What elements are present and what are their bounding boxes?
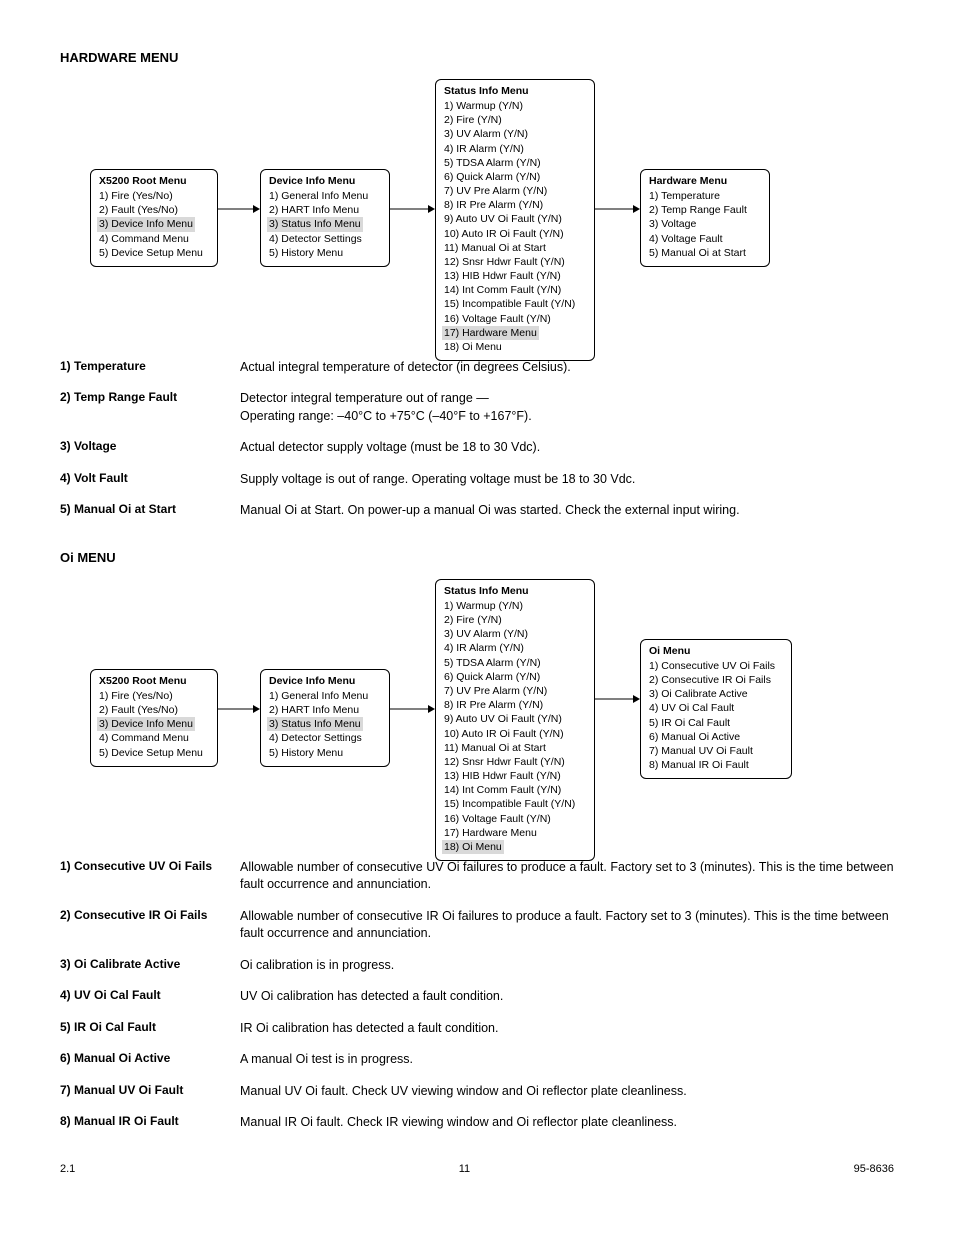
oi-desc-label: 7) Manual UV Oi Fault <box>60 1083 240 1101</box>
oi-desc-text: Allowable number of consecutive IR Oi fa… <box>240 908 894 943</box>
hardware-desc-row: 4) Volt FaultSupply voltage is out of ra… <box>60 471 894 489</box>
page-footer: 2.1 11 95-8636 <box>60 1162 894 1176</box>
hardware-menu-heading: HARDWARE MENU <box>60 50 894 67</box>
hardware-desc-text: Manual Oi at Start. On power-up a manual… <box>240 502 894 520</box>
arrow-icon <box>60 579 860 879</box>
oi-desc-row: 4) UV Oi Cal FaultUV Oi calibration has … <box>60 988 894 1006</box>
oi-desc-row: 2) Consecutive IR Oi FailsAllowable numb… <box>60 908 894 943</box>
hardware-desc-text: Supply voltage is out of range. Operatin… <box>240 471 894 489</box>
oi-desc-text: IR Oi calibration has detected a fault c… <box>240 1020 894 1038</box>
oi-menu-heading: Oi MENU <box>60 550 894 567</box>
oi-desc-row: 6) Manual Oi ActiveA manual Oi test is i… <box>60 1051 894 1069</box>
oi-desc-label: 5) IR Oi Cal Fault <box>60 1020 240 1038</box>
oi-desc-label: 3) Oi Calibrate Active <box>60 957 240 975</box>
hardware-desc-label: 2) Temp Range Fault <box>60 390 240 425</box>
hardware-desc-row: 3) VoltageActual detector supply voltage… <box>60 439 894 457</box>
oi-desc-label: 2) Consecutive IR Oi Fails <box>60 908 240 943</box>
oi-desc-table: 1) Consecutive UV Oi FailsAllowable numb… <box>60 859 894 1132</box>
hardware-desc-row: 2) Temp Range FaultDetector integral tem… <box>60 390 894 425</box>
oi-desc-label: 6) Manual Oi Active <box>60 1051 240 1069</box>
oi-desc-row: 8) Manual IR Oi FaultManual IR Oi fault.… <box>60 1114 894 1132</box>
footer-center: 11 <box>459 1162 470 1176</box>
hardware-desc-label: 3) Voltage <box>60 439 240 457</box>
oi-desc-row: 5) IR Oi Cal FaultIR Oi calibration has … <box>60 1020 894 1038</box>
hardware-menu-diagram: X5200 Root Menu1) Fire (Yes/No)2) Fault … <box>60 79 894 339</box>
hardware-desc-table: 1) TemperatureActual integral temperatur… <box>60 359 894 520</box>
hardware-desc-row: 5) Manual Oi at StartManual Oi at Start.… <box>60 502 894 520</box>
hardware-desc-label: 4) Volt Fault <box>60 471 240 489</box>
footer-right: 95-8636 <box>854 1162 894 1176</box>
hardware-desc-text: Detector integral temperature out of ran… <box>240 390 894 425</box>
oi-desc-row: 3) Oi Calibrate ActiveOi calibration is … <box>60 957 894 975</box>
oi-desc-text: Oi calibration is in progress. <box>240 957 894 975</box>
footer-left: 2.1 <box>60 1162 75 1176</box>
oi-desc-text: Manual IR Oi fault. Check IR viewing win… <box>240 1114 894 1132</box>
oi-desc-label: 4) UV Oi Cal Fault <box>60 988 240 1006</box>
oi-desc-text: UV Oi calibration has detected a fault c… <box>240 988 894 1006</box>
hardware-desc-text: Actual detector supply voltage (must be … <box>240 439 894 457</box>
oi-desc-text: A manual Oi test is in progress. <box>240 1051 894 1069</box>
oi-desc-label: 8) Manual IR Oi Fault <box>60 1114 240 1132</box>
arrow-icon <box>60 79 860 379</box>
oi-menu-diagram: X5200 Root Menu1) Fire (Yes/No)2) Fault … <box>60 579 894 839</box>
hardware-desc-label: 5) Manual Oi at Start <box>60 502 240 520</box>
oi-desc-row: 7) Manual UV Oi FaultManual UV Oi fault.… <box>60 1083 894 1101</box>
oi-desc-text: Manual UV Oi fault. Check UV viewing win… <box>240 1083 894 1101</box>
